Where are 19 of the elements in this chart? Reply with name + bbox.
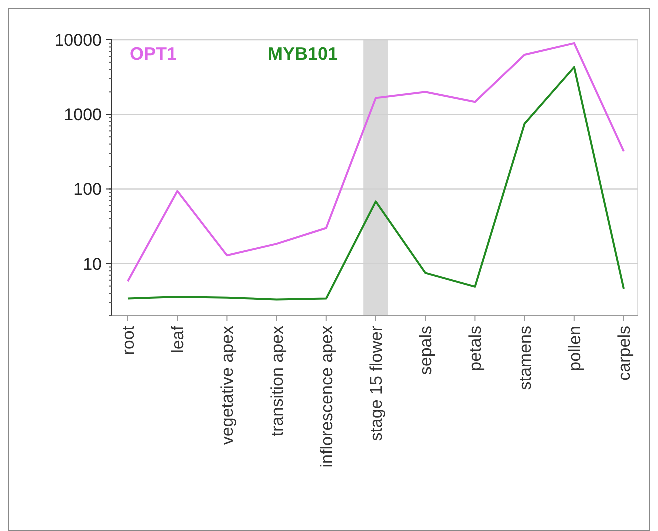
x-tick-label: root <box>119 326 138 356</box>
x-tick-label: pollen <box>565 326 584 372</box>
x-tick-label: petals <box>466 326 486 372</box>
x-tick-label: transition apex <box>268 326 287 437</box>
x-tick-label: vegetative apex <box>218 326 238 446</box>
x-tick-label: leaf <box>168 326 188 354</box>
y-tick-label: 100 <box>74 180 102 200</box>
text: MYB101 <box>268 44 338 64</box>
x-tick-label: stamens <box>516 326 535 390</box>
x-tick-label: inflorescence apex <box>317 326 336 468</box>
x-tick-label: carpels <box>615 326 634 381</box>
line-series <box>127 42 625 282</box>
x-tick-label: sepals <box>416 326 436 376</box>
x-tick-label: stage 15 flower <box>367 326 386 442</box>
line-series <box>127 66 625 301</box>
y-tick-label: 10000 <box>54 30 102 50</box>
y-tick-label: 1000 <box>64 106 102 125</box>
y-tick-label: 10 <box>83 254 102 274</box>
text: OPT1 <box>130 44 178 64</box>
